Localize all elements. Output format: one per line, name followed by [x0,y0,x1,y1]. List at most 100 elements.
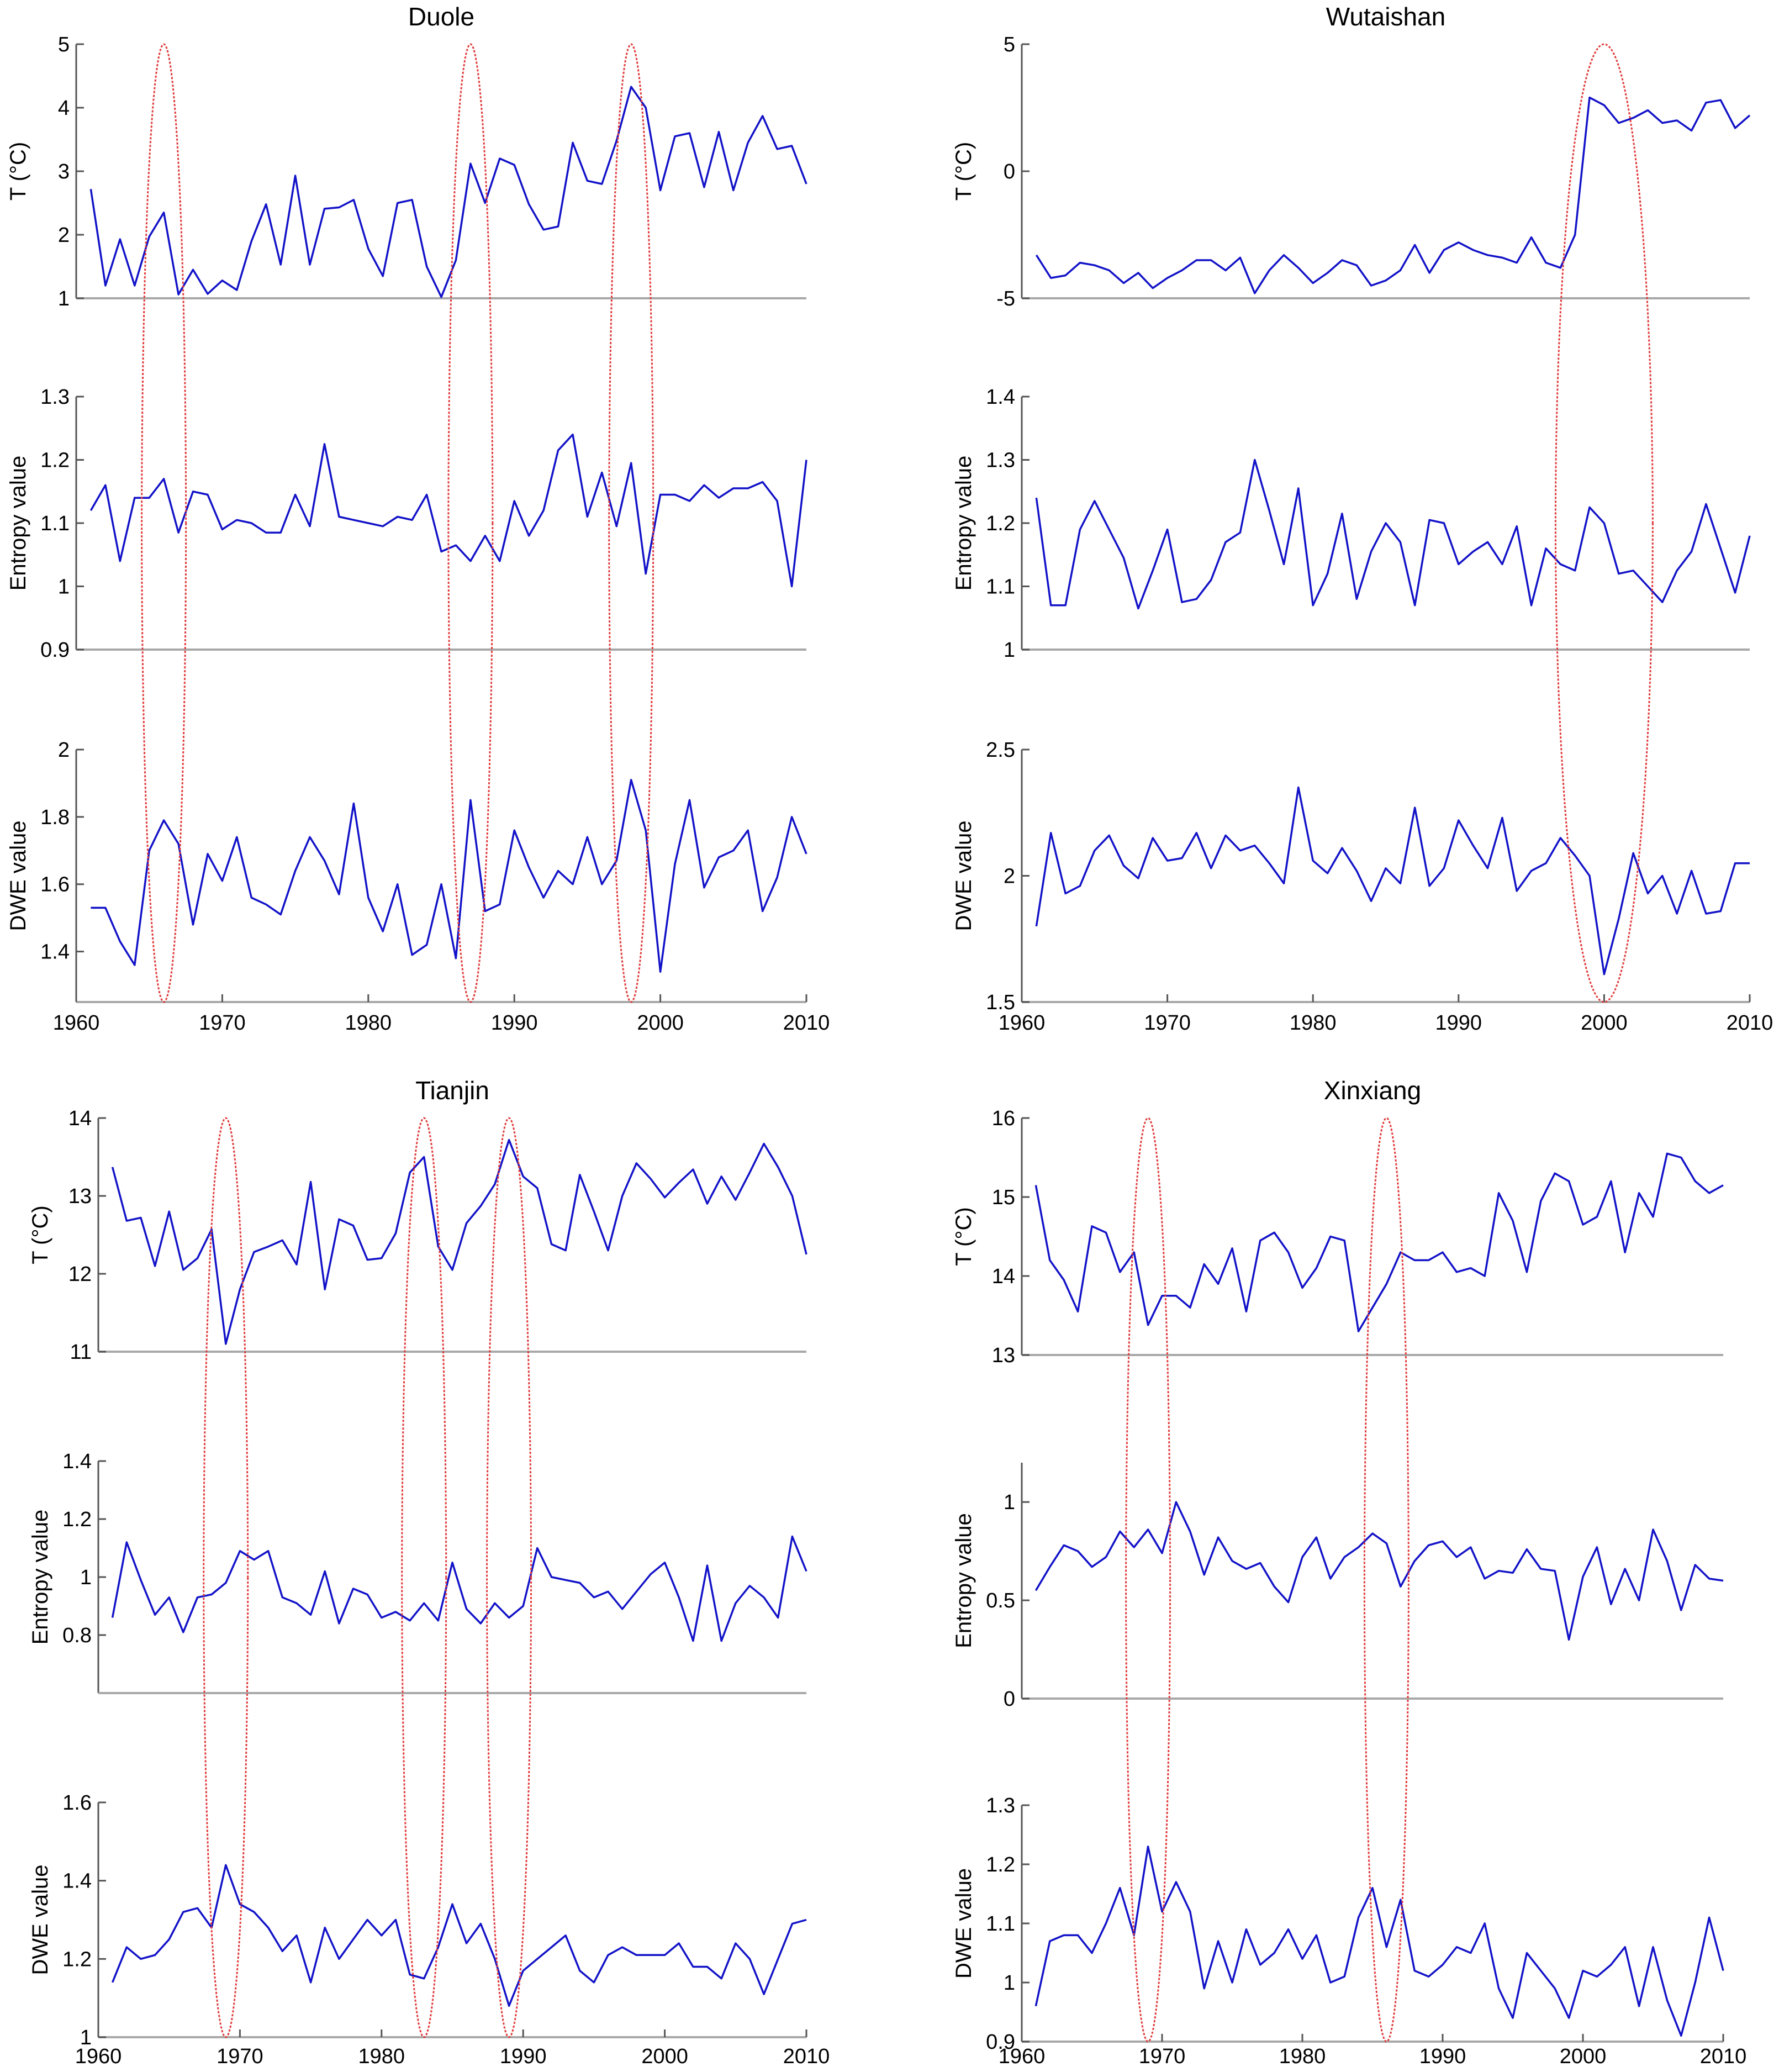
x-tick-label: 2010 [783,2045,830,2068]
series-line [111,1535,807,1642]
series-line [111,1138,807,1345]
y-tick-label: 1.4 [40,941,70,964]
series-line [91,779,807,973]
highlight-ellipse [1125,1117,1171,2043]
y-tick-label: 1.3 [986,1794,1015,1817]
chart-title: Tianjin [415,1076,489,1105]
y-tick-label: 14 [992,1265,1015,1288]
y-tick-label: 1 [80,2026,92,2049]
x-tick-label: 1970 [1139,2045,1186,2068]
panel-1: 1 2 3 4 5 T (°C) [6,33,807,310]
y-tick-label: 1.8 [40,806,70,829]
y-tick-label: 1.2 [62,1508,92,1531]
series-line [111,1864,807,2007]
y-tick-label: 12 [68,1263,92,1286]
y-tick-label: 0.9 [40,639,70,662]
y-axis-label: T (°C) [28,1205,52,1264]
x-tick-label: 1980 [358,2045,405,2068]
y-tick-label: 1.6 [62,1791,92,1815]
highlight-ellipse [608,43,654,1003]
chart-wutaishan: Wutaishan -5 0 5 T (°C) 1 1.1 1.2 1.3 1.4 Entropy … [952,2,1773,1035]
y-tick-label: 2.5 [986,739,1015,762]
x-tick-label: 2010 [1727,1011,1773,1035]
panel-1: -5 0 5 T (°C) [952,33,1751,310]
panel-2: 1 1.1 1.2 1.3 1.4 Entropy value [952,386,1751,662]
y-tick-label: 13 [68,1185,92,1208]
y-tick-label: 0.5 [986,1589,1015,1612]
y-tick-label: 1.3 [40,386,70,409]
chart-xinxiang: Xinxiang 13 14 15 16 T (°C) 0 0.5 1 Entropy value… [952,1076,1746,2068]
y-tick-label: 2 [58,739,70,762]
y-tick-label: 1.4 [986,386,1015,409]
y-tick-label: 1.3 [986,449,1015,472]
x-tick-label: 1990 [1435,1011,1482,1035]
y-tick-label: 2 [1004,865,1015,888]
x-tick-label: 1990 [491,1011,538,1035]
y-tick-label: 11 [70,1341,92,1364]
highlight-ellipse [401,1117,447,2038]
y-tick-label: 13 [992,1344,1015,1367]
panel-3: 1 1.2 1.4 1.6 DWE value [28,1791,807,2049]
highlight-ellipse [203,1117,249,2038]
y-axis-label: DWE value [6,820,30,931]
x-tick-label: 1960 [75,2045,122,2068]
x-tick-label: 2000 [641,2045,688,2068]
panel-1: 13 14 15 16 T (°C) [952,1107,1724,1367]
y-axis-label: Entropy value [28,1510,52,1645]
y-tick-label: 5 [1004,33,1015,56]
panel-3: 1.5 2 2.5 DWE value [952,739,1750,1014]
series-line [1034,1501,1724,1641]
highlight-ellipse [447,43,494,1003]
panel-3: 1.4 1.6 1.8 2 DWE value [6,739,807,1003]
y-tick-label: 15 [992,1186,1015,1209]
y-axis-label: DWE value [952,820,976,931]
y-tick-label: 16 [992,1107,1015,1130]
series-line [1035,458,1751,610]
panel-1: 11 12 13 14 T (°C) [28,1107,807,1364]
y-axis-label: T (°C) [952,1207,976,1266]
highlight-ellipse [486,1117,532,2038]
y-tick-label: 1 [58,576,70,599]
x-tick-label: 1970 [1144,1011,1191,1035]
y-tick-label: 14 [68,1107,92,1130]
highlight-ellipse [141,43,187,1003]
chart-title: Duole [408,2,474,31]
y-axis-label: Entropy value [952,456,976,591]
y-tick-label: 4 [58,97,70,120]
panel-3: 0.9 1 1.1 1.2 1.3 DWE value [952,1794,1724,2054]
highlight-ellipse [1554,43,1654,1003]
y-tick-label: 1 [1004,1971,1015,1995]
y-tick-label: 0 [1004,1688,1015,1711]
x-tick-label: 1960 [53,1011,100,1035]
highlight-ellipse [1363,1117,1410,2043]
y-axis-label: DWE value [952,1868,976,1979]
series-line [1035,786,1750,976]
x-tick-label: 1970 [217,2045,263,2068]
y-tick-label: 1 [80,1566,92,1589]
panel-2: 0.9 1 1.1 1.2 1.3 Entropy value [6,386,807,662]
y-tick-label: 1.2 [40,449,70,472]
y-tick-label: 1.2 [986,512,1015,535]
y-axis-label: Entropy value [6,456,30,591]
y-tick-label: 1.6 [40,873,70,897]
y-axis-label: Entropy value [952,1513,976,1648]
y-axis-label: T (°C) [6,142,30,201]
y-tick-label: 5 [58,33,70,56]
y-axis-label: T (°C) [952,142,976,201]
y-tick-label: 0.8 [62,1624,92,1647]
y-tick-label: 1.2 [62,1948,92,1971]
chart-duole: Duole 1 2 3 4 5 T (°C) 0.9 1 1.1 1.2 1.3 Entropy val… [6,2,830,1035]
x-tick-label: 2000 [1581,1011,1628,1035]
series-line [1035,96,1751,294]
y-tick-label: 1.1 [40,512,70,535]
chart-title: Wutaishan [1326,2,1446,31]
y-tick-label: 1 [1004,1491,1015,1514]
x-tick-label: 1970 [199,1011,246,1035]
x-tick-label: 1960 [999,1011,1046,1035]
y-tick-label: 2 [58,224,70,247]
panel-2: 0 0.5 1 Entropy value [952,1463,1724,1711]
y-tick-label: 1.4 [62,1870,92,1893]
x-tick-label: 1990 [500,2045,547,2068]
x-tick-label: 2000 [637,1011,684,1035]
